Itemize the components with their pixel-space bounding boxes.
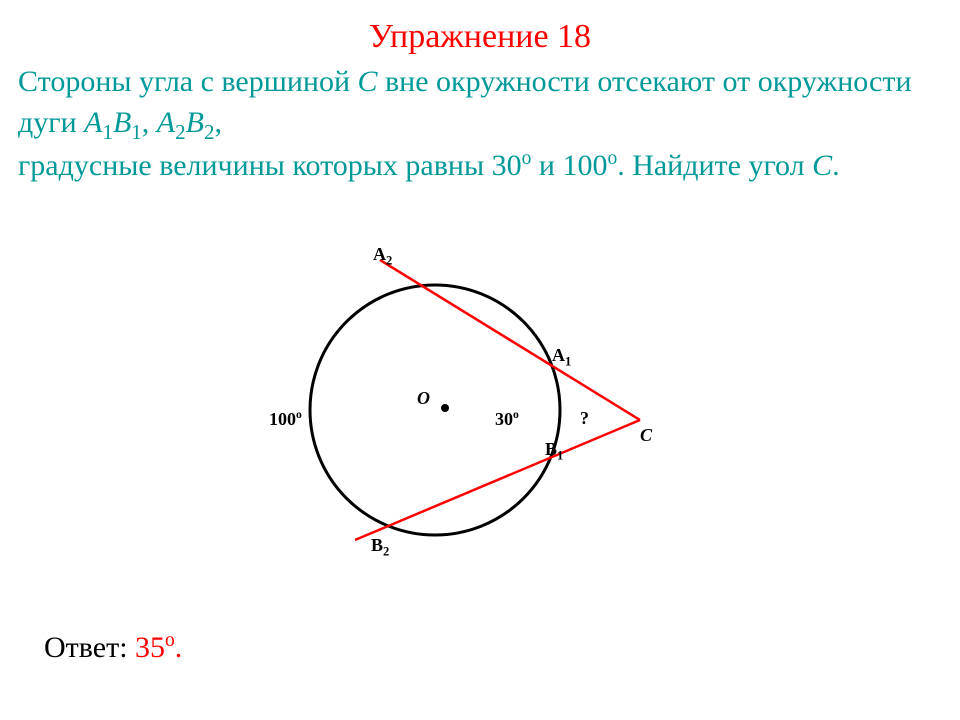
label-c: C	[640, 425, 652, 446]
deg2: о	[607, 148, 617, 169]
problem-part3: градусные величины которых равны 30	[18, 149, 522, 182]
label-b1: B1	[545, 439, 563, 464]
a1: A	[84, 106, 102, 139]
problem-text: Стороны угла с вершиной C вне окружности…	[18, 62, 918, 186]
label-arc-30: 30о	[495, 408, 519, 430]
diagram-svg	[245, 240, 715, 580]
geometry-diagram: A2 A1 B1 B2 O C 100о 30о ?	[245, 240, 715, 580]
label-arc-100: 100о	[269, 408, 302, 430]
b1: B	[113, 106, 131, 139]
label-a1: A1	[552, 345, 571, 370]
deg1: о	[522, 148, 532, 169]
problem-period: .	[832, 149, 840, 182]
problem-c2: C	[812, 149, 832, 182]
circle	[310, 285, 560, 535]
problem-part1: Стороны угла с вершиной	[18, 65, 358, 98]
comma2: ,	[214, 106, 222, 139]
answer-value: 35о.	[135, 631, 182, 664]
problem-part5: . Найдите угол	[617, 149, 812, 182]
problem-part4: и 100	[531, 149, 607, 182]
label-a2: A2	[373, 244, 392, 269]
label-qmark: ?	[580, 408, 589, 429]
label-b2: B2	[371, 535, 389, 560]
exercise-title: Упражнение 18	[0, 18, 960, 56]
comma1: ,	[142, 106, 157, 139]
b2: B	[186, 106, 204, 139]
answer-label: Ответ:	[44, 631, 135, 664]
center-dot	[441, 404, 449, 412]
label-o: O	[417, 388, 430, 409]
secant-line-2	[355, 420, 640, 540]
answer-line: Ответ: 35о.	[44, 630, 182, 665]
problem-c1: C	[358, 65, 378, 98]
a2: A	[157, 106, 175, 139]
